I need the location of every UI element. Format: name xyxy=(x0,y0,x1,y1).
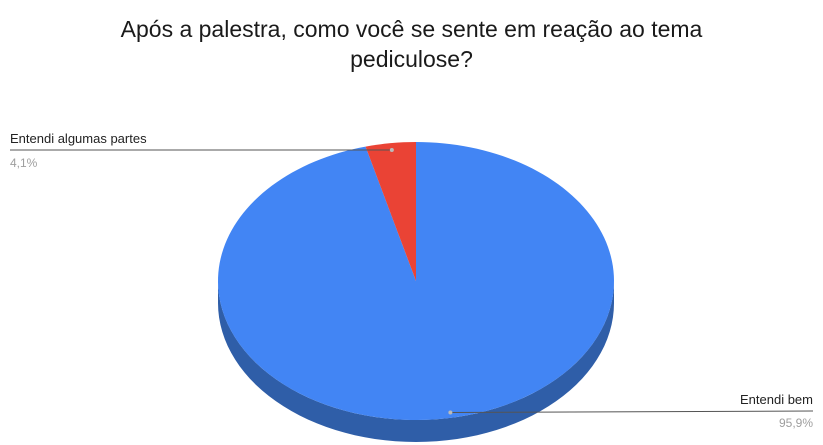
pie-slice-entendi-bem xyxy=(218,142,614,420)
label-entendi-algumas-partes: Entendi algumas partes xyxy=(10,131,147,146)
value-label-entendi-bem: 95,9% xyxy=(779,416,813,430)
pie-side-entendi-bem xyxy=(218,281,614,442)
label-entendi-bem: Entendi bem xyxy=(740,392,813,407)
pie-labels: Entendi algumas partes 4,1% Entendi bem … xyxy=(9,131,814,430)
value-label-entendi-algumas-partes: 4,1% xyxy=(10,156,38,170)
pie-sides xyxy=(218,281,614,442)
chart-title-line-1: Após a palestra, como você se sente em r… xyxy=(120,16,703,42)
chart-title-line-2: pediculose? xyxy=(350,46,473,72)
leader-line-entendi-bem xyxy=(450,410,814,414)
leader-dot-entendi-algumas-partes xyxy=(389,148,394,153)
pie-slices xyxy=(218,142,614,420)
pie-slice-entendi-algumas-partes xyxy=(365,142,416,281)
chart-title: Após a palestra, como você se sente em r… xyxy=(0,14,823,74)
leader-dot-entendi-bem xyxy=(448,410,453,415)
